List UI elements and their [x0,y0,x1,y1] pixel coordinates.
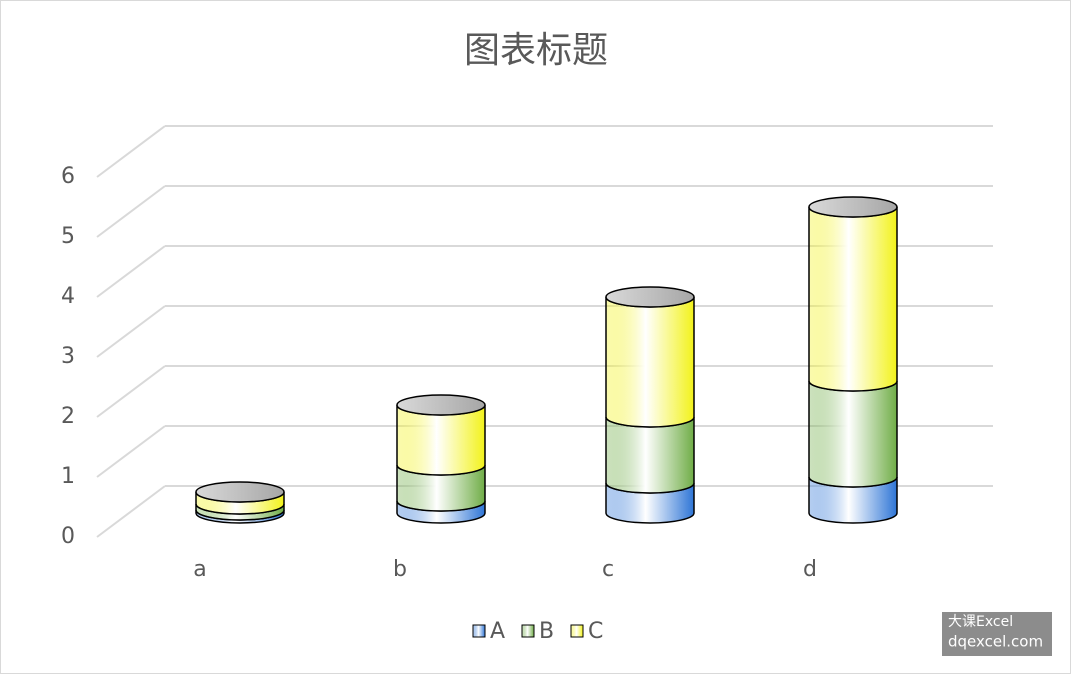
cylinder-top [605,286,695,308]
watermark: dqexcel.com [948,633,1043,651]
x-tick-label: d [803,557,817,582]
y-tick-label: 4 [61,284,75,309]
legend-swatch [472,624,486,638]
grid-line [96,425,166,478]
cylinder-segment [605,416,695,494]
chart-title: 图表标题 [464,30,608,71]
cylinder-segment [808,206,898,392]
watermark: 大课Excel [948,614,1013,630]
cylinder-segment [808,380,898,488]
grid-line [96,245,166,298]
y-tick-label: 0 [61,524,75,549]
grid-line [96,305,166,358]
grid-line [96,365,166,418]
legend-swatch [570,624,584,638]
legend-label: B [539,619,554,644]
x-tick-label: c [602,557,614,582]
cylinder-segment [605,296,695,428]
grid-line [96,485,166,538]
cylinder-top [396,394,486,416]
x-tick-label: a [193,557,206,582]
legend-label: A [490,619,505,644]
cylinder-top [808,196,898,218]
cylinder-top [195,481,285,503]
y-tick-label: 2 [61,404,75,429]
y-tick-label: 6 [61,164,75,189]
grid-line [96,125,166,178]
y-tick-label: 3 [61,344,75,369]
y-tick-label: 1 [61,464,75,489]
y-tick-label: 5 [61,224,75,249]
x-tick-label: b [393,557,407,582]
legend-label: C [588,619,603,644]
watermark-box [942,612,1052,656]
legend-swatch [521,624,535,638]
grid-line [96,185,166,238]
